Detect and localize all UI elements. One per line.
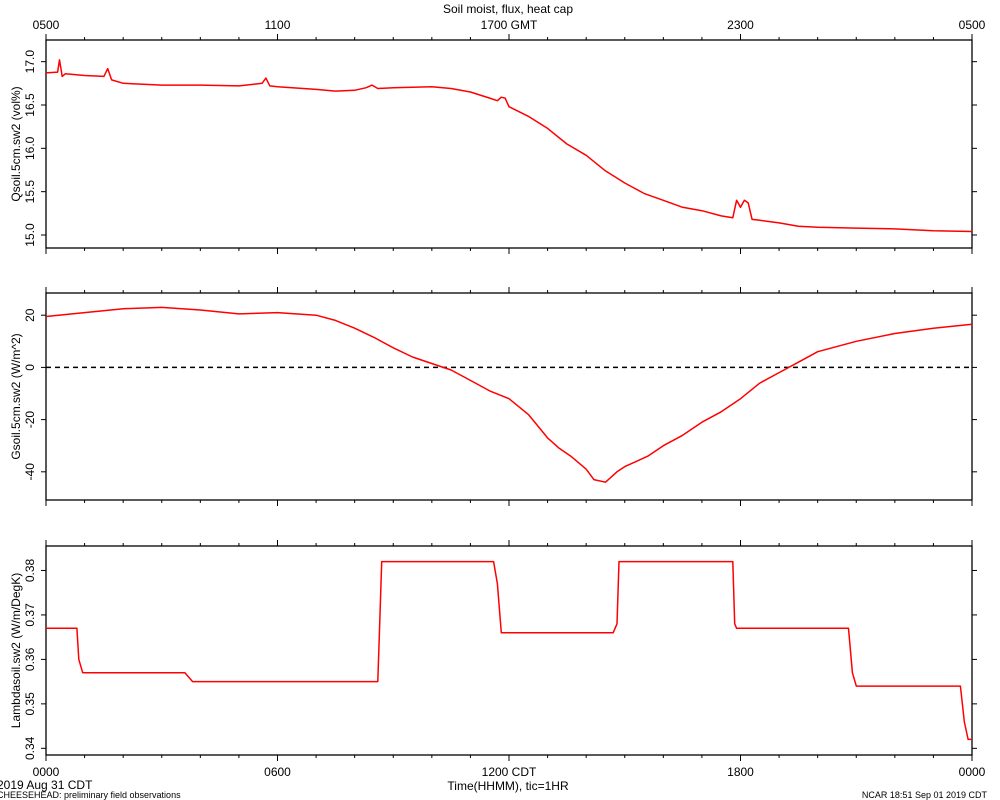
x-tick-label-bottom: 0000 — [959, 765, 986, 779]
y-axis-label: Lambdasoil.sw2 (W/m/DegK) — [9, 573, 23, 728]
x-tick-label-top: 1700 GMT — [481, 18, 538, 32]
y-tick-label: -20 — [23, 411, 37, 429]
footer-timestamp: NCAR 18:51 Sep 01 2019 CDT — [861, 790, 987, 800]
panel-frame — [45, 292, 973, 501]
y-tick-label: 0.38 — [23, 558, 37, 582]
footer-project-note: CHEESEHEAD: preliminary field observatio… — [0, 790, 181, 800]
y-tick-label: 0 — [23, 364, 37, 371]
x-tick-label-top: 0500 — [33, 18, 60, 32]
y-tick-label: 0.35 — [23, 692, 37, 716]
x-tick-label-bottom: 0600 — [264, 765, 291, 779]
series-line — [45, 306, 973, 483]
y-axis-label: Gsoil.5cm.sw2 (W/m^2) — [9, 333, 23, 459]
chart-title: Soil moist, flux, heat cap — [443, 2, 573, 16]
x-tick-label-bottom: 0000 — [33, 765, 60, 779]
x-tick-label-top: 0500 — [959, 18, 986, 32]
y-tick-label: 15.0 — [23, 223, 37, 247]
x-tick-label-bottom: 1200 CDT — [482, 765, 537, 779]
y-tick-label: -40 — [23, 463, 37, 481]
y-tick-label: 16.0 — [23, 136, 37, 160]
x-tick-label-top: 2300 — [727, 18, 754, 32]
y-tick-label: 16.5 — [23, 93, 37, 117]
y-tick-label: 15.5 — [23, 180, 37, 204]
y-axis-label: Qsoil.5cm.sw2 (vol%) — [9, 86, 23, 201]
x-tick-label-top: 1100 — [265, 18, 291, 32]
x-axis-label: Time(HHMM), tic=1HR — [447, 779, 569, 793]
panel-frame — [45, 39, 973, 249]
y-tick-label: 0.37 — [23, 603, 37, 627]
series-line — [46, 560, 972, 741]
series-line — [45, 59, 973, 233]
y-tick-label: 0.36 — [23, 647, 37, 671]
x-tick-label-bottom: 1800 — [727, 765, 754, 779]
y-tick-label: 20 — [23, 308, 37, 322]
panel-frame — [45, 545, 973, 756]
y-tick-label: 17.0 — [23, 50, 37, 74]
y-tick-label: 0.34 — [23, 736, 37, 760]
footer-date: 2019 Aug 31 CDT — [0, 778, 93, 792]
